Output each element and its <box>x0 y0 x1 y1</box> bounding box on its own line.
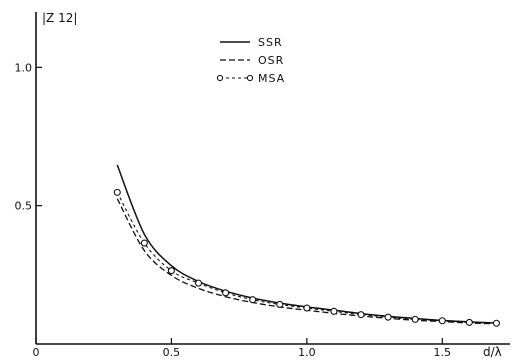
x-tick-label: 0.5 <box>163 346 181 359</box>
legend-marker-msa <box>246 74 254 82</box>
legend-label-ssr: SSR <box>258 36 283 49</box>
data-point-msa <box>113 188 121 196</box>
data-point-msa <box>411 315 419 323</box>
series-line-msa <box>116 192 497 324</box>
x-axis-label: d/λ <box>483 345 502 359</box>
series-line-ssr <box>116 164 497 324</box>
y-tick-label: 1.0 <box>15 61 33 74</box>
y-axis-label: |Z 12| <box>42 11 77 25</box>
data-point-msa <box>465 318 473 326</box>
legend-marker-msa <box>216 74 224 82</box>
legend-label-osr: OSR <box>258 54 284 67</box>
x-tick-label: 0 <box>33 346 40 359</box>
data-point-msa <box>384 313 392 321</box>
series-layer <box>113 164 501 327</box>
y-tick-label: 0.5 <box>15 200 33 213</box>
data-point-msa <box>330 307 338 315</box>
data-point-msa <box>303 304 311 312</box>
data-point-msa <box>492 319 501 327</box>
data-point-msa <box>357 311 365 319</box>
data-point-msa <box>167 267 175 275</box>
legend: SSR OSR MSA <box>216 36 285 85</box>
legend-label-msa: MSA <box>258 72 285 85</box>
data-point-msa <box>438 317 446 325</box>
data-point-msa <box>194 279 203 287</box>
x-tick-label: 1.0 <box>298 346 316 359</box>
data-point-msa <box>222 289 230 297</box>
data-point-msa <box>249 296 257 304</box>
x-tick-label: 1.5 <box>434 346 452 359</box>
data-point-msa <box>140 239 148 247</box>
data-point-msa <box>276 300 284 308</box>
ticks: 0 0.5 1.0 1.5 0.5 1.0 <box>15 61 452 359</box>
